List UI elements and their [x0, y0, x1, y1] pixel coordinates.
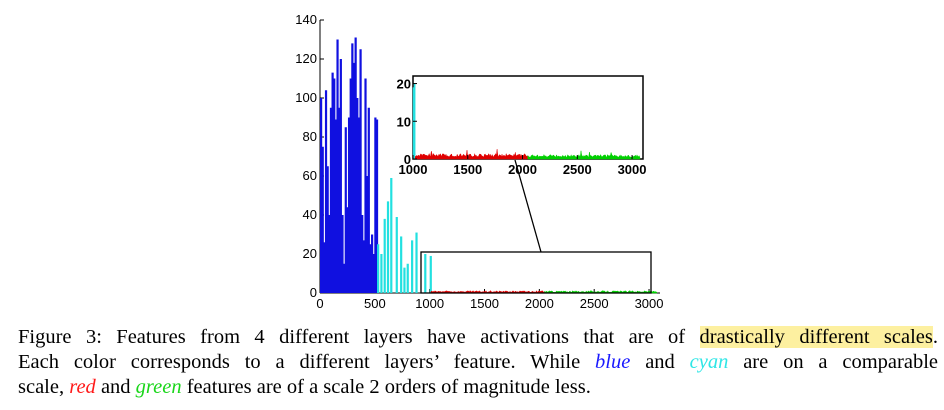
- main-y-tick-label: 80: [303, 129, 317, 144]
- caption-line-2: Each color corresponds to a different la…: [18, 350, 938, 375]
- figure-caption: Figure 3: Features from 4 different laye…: [18, 325, 938, 400]
- main-x-tick-label: 500: [364, 296, 386, 311]
- inset-y-tick-label: 0: [404, 152, 411, 167]
- main-y-tick-label: 120: [295, 51, 317, 66]
- main-y-tick-label: 140: [295, 12, 317, 27]
- caption-text: Each color corresponds to a different la…: [18, 351, 596, 373]
- main-y-tick-label: 20: [303, 246, 317, 261]
- inset-series-green: [527, 150, 641, 160]
- inset-x-tick-label: 2000: [508, 162, 537, 177]
- caption-text: Figure 3: Features from 4 different laye…: [18, 326, 700, 348]
- zoom-region-box: [420, 251, 652, 294]
- caption-word-cyan: cyan: [689, 351, 729, 373]
- inset-x-tick-label: 1500: [453, 162, 482, 177]
- inset-x-tick-label: 2500: [563, 162, 592, 177]
- main-x-tick-label: 3000: [635, 296, 664, 311]
- caption-line-3: scale, red and green features are of a s…: [18, 375, 938, 400]
- inset-y-tick-label: 20: [397, 77, 411, 92]
- caption-highlight[interactable]: drastically different scales: [699, 326, 933, 348]
- main-x-tick-label: 0: [316, 296, 323, 311]
- caption-line-1: Figure 3: Features from 4 different laye…: [18, 325, 938, 350]
- main-y-tick-label: 0: [310, 285, 317, 300]
- inset-y-ticks: 0 10 20: [397, 77, 417, 167]
- main-x-tick-label: 2500: [580, 296, 609, 311]
- main-x-tick-label: 1500: [470, 296, 499, 311]
- caption-text: scale,: [18, 376, 70, 398]
- caption-word-green: green: [135, 376, 182, 398]
- caption-text: .: [932, 326, 939, 348]
- main-x-tick-label: 1000: [415, 296, 444, 311]
- caption-text: and: [95, 376, 136, 398]
- inset-x-tick-label: 3000: [618, 162, 647, 177]
- main-y-tick-label: 100: [295, 90, 317, 105]
- inset-x-ticks: 1000 1500 2000 2500 3000: [399, 155, 647, 177]
- caption-word-red: red: [69, 376, 96, 398]
- inset-x-tick-label: 1000: [399, 162, 428, 177]
- caption-text: and: [630, 351, 690, 373]
- main-y-tick-label: 40: [303, 207, 317, 222]
- inset-y-tick-label: 10: [397, 114, 411, 129]
- main-y-tick-label: 60: [303, 168, 317, 183]
- inset-frame: [412, 75, 644, 160]
- main-x-tick-label: 2000: [525, 296, 554, 311]
- inset-chart: 0 10 20 1000 1500 2000 2500 3000: [397, 75, 647, 177]
- caption-text: are on a comparable: [728, 351, 938, 373]
- zoom-connector-line: [514, 159, 542, 253]
- main-y-ticks: 0 20 40 60 80 100 120 140: [295, 12, 324, 300]
- caption-text: features are of a scale 2 orders of magn…: [181, 376, 591, 398]
- inset-series-red: [414, 149, 529, 160]
- main-bars: [319, 37, 658, 294]
- caption-word-blue: blue: [595, 351, 631, 373]
